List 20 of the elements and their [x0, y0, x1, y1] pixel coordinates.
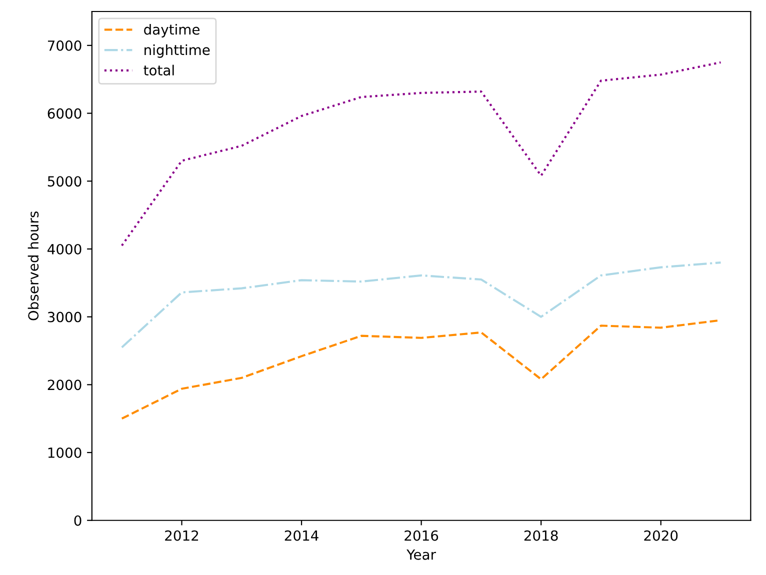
legend-label: nighttime [144, 44, 210, 58]
x-axis-title: Year [406, 550, 436, 560]
x-tick-label: 2018 [524, 530, 558, 541]
x-tick-label: 2020 [644, 530, 678, 541]
legend-label: total [144, 64, 174, 76]
line-series [120, 262, 722, 348]
y-tick-label: 6000 [48, 108, 82, 119]
y-tick-label: 4000 [48, 244, 82, 254]
y-tick-label: 2000 [48, 380, 82, 390]
y-tick-label: 1000 [48, 447, 82, 458]
x-tick-label: 2016 [404, 530, 438, 541]
line-series [120, 61, 722, 247]
y-tick-label: 0 [74, 515, 82, 526]
y-axis-title: Observed hours [28, 211, 39, 320]
x-tick-label: 2014 [284, 530, 318, 541]
y-tick-label: 3000 [48, 312, 82, 322]
y-tick-label: 5000 [48, 176, 82, 187]
y-tick-label: 7000 [48, 40, 82, 51]
x-tick-label: 2012 [165, 530, 198, 541]
legend-label: daytime [144, 24, 200, 38]
